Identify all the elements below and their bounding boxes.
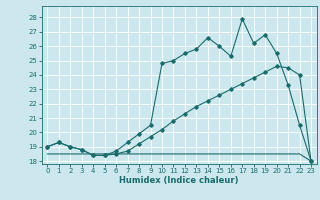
X-axis label: Humidex (Indice chaleur): Humidex (Indice chaleur) (119, 176, 239, 185)
